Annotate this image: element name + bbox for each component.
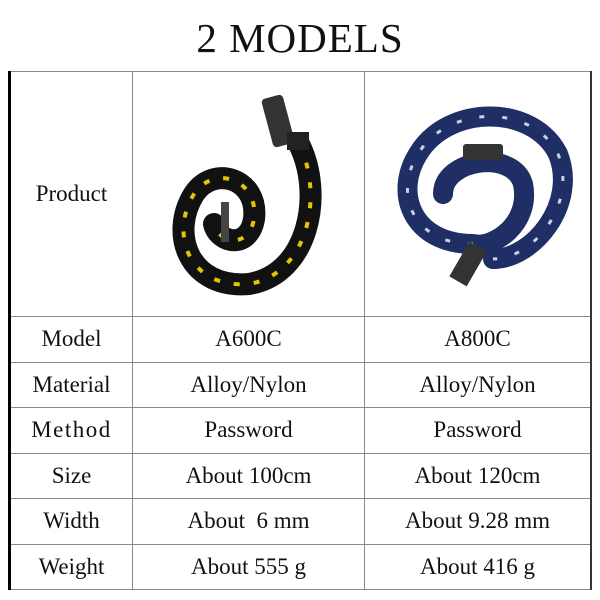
cell-a600c: About 555 g [132, 543, 365, 590]
cell-a800c: About 120cm [364, 452, 592, 499]
cell-a800c: Password [364, 407, 592, 454]
cell-a600c: A600C [132, 316, 365, 363]
row-label: Model [9, 316, 133, 363]
cell-a600c: Alloy/Nylon [132, 361, 365, 408]
row-label: Material [9, 361, 133, 408]
table-row-model: Model A600C A800C [9, 316, 592, 363]
row-label: Weight [9, 543, 133, 590]
cell-a600c: About 6 mm [132, 498, 365, 545]
table-row-weight: Weight About 555 g About 416 g [9, 543, 592, 590]
cell-a800c: About 416 g [364, 543, 592, 590]
cell-a800c: A800C [364, 316, 592, 363]
cell-a600c: About 100cm [132, 452, 365, 499]
product-image-a600c [132, 71, 365, 317]
table-row-size: Size About 100cm About 120cm [9, 452, 592, 499]
product-image-a800c [364, 71, 592, 317]
product-row: Product [9, 71, 592, 317]
table-row-material: Material Alloy/Nylon Alloy/Nylon [9, 361, 592, 408]
row-label: Width [9, 498, 133, 545]
product-label: Product [9, 71, 133, 317]
chain-lock-blue-image [397, 106, 573, 287]
page-title: 2 MODELS [196, 15, 404, 61]
row-label: Size [9, 452, 133, 499]
cell-a800c: Alloy/Nylon [364, 361, 592, 408]
cell-a800c: About 9.28 mm [364, 498, 592, 545]
row-label: Method [9, 407, 133, 454]
table-row-width: Width About 6 mm About 9.28 mm [9, 498, 592, 545]
cell-a600c: Password [132, 407, 365, 454]
comparison-table: Product Model A600C A800C Material Alloy… [8, 71, 592, 590]
table-row-method: Method Password Password [9, 407, 592, 454]
chain-lock-black-image [172, 94, 321, 296]
